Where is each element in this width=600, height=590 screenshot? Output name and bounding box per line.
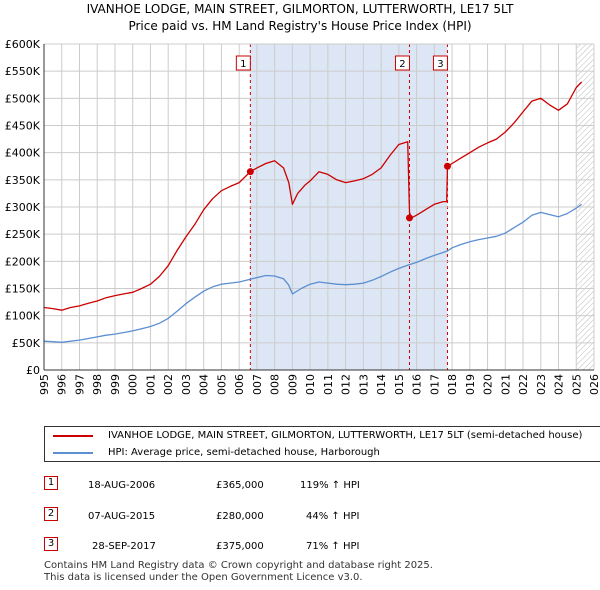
x-tick-label: 1996 <box>56 374 69 396</box>
transaction-date: 18-AUG-2006 <box>88 480 156 491</box>
transaction-hpi: 119% ↑ HPI <box>300 480 360 491</box>
transaction-number: 1 <box>44 476 58 490</box>
x-tick-label: 2025 <box>570 374 583 396</box>
x-tick-label: 2022 <box>517 374 530 396</box>
x-tick-label: 2026 <box>588 374 600 396</box>
transaction-point <box>246 168 254 176</box>
x-tick-label: 2001 <box>144 374 157 396</box>
footer: Contains HM Land Registry data © Crown c… <box>44 560 433 584</box>
x-tick-label: 2005 <box>215 374 228 396</box>
y-tick-label: £300K <box>5 201 41 214</box>
y-tick-label: £0 <box>26 364 40 377</box>
transaction-hpi: 44% ↑ HPI <box>306 511 360 522</box>
y-tick-label: £200K <box>5 255 41 268</box>
transaction-date: 28-SEP-2017 <box>92 541 156 552</box>
y-tick-label: £500K <box>5 92 41 105</box>
y-tick-label: £100K <box>5 310 41 323</box>
legend-swatch-property <box>53 435 93 437</box>
x-tick-label: 2013 <box>357 374 370 396</box>
y-tick-label: £350K <box>5 174 41 187</box>
transaction-label-box <box>235 55 251 71</box>
x-tick-label: 2019 <box>464 374 477 396</box>
x-tick-label: 2020 <box>482 374 495 396</box>
x-tick-label: 2008 <box>269 374 282 396</box>
y-tick-label: £250K <box>5 228 41 241</box>
x-tick-label: 2014 <box>375 374 388 396</box>
y-tick-label: £600K <box>5 38 41 51</box>
x-tick-label: 2024 <box>553 374 566 396</box>
chart-title: IVANHOE LODGE, MAIN STREET, GILMORTON, L… <box>86 2 514 16</box>
transaction-hpi: 71% ↑ HPI <box>306 541 360 552</box>
x-tick-label: 2010 <box>304 374 317 396</box>
x-tick-label: 2015 <box>393 374 406 396</box>
transaction-label: 1 <box>240 59 246 70</box>
transaction-label: 3 <box>437 59 443 70</box>
x-tick-label: 2000 <box>127 374 140 396</box>
transaction-price: £375,000 <box>216 541 264 552</box>
transaction-point <box>443 162 451 170</box>
x-tick-label: 2016 <box>411 374 424 396</box>
transaction-label: 2 <box>399 59 405 70</box>
transaction-number: 3 <box>44 537 58 551</box>
chart-subtitle: Price paid vs. HM Land Registry's House … <box>128 19 472 33</box>
legend-label-property: IVANHOE LODGE, MAIN STREET, GILMORTON, L… <box>108 430 583 441</box>
y-tick-label: £450K <box>5 120 41 133</box>
x-tick-label: 1995 <box>38 374 51 396</box>
y-tick-label: £150K <box>5 283 41 296</box>
transaction-number: 2 <box>44 507 58 521</box>
transaction-price: £365,000 <box>216 480 264 491</box>
legend-swatch-hpi <box>53 452 93 454</box>
y-tick-label: £50K <box>12 337 41 350</box>
hpi-line <box>43 203 582 343</box>
legend-label-hpi: HPI: Average price, semi-detached house,… <box>108 447 380 458</box>
x-tick-label: 2003 <box>180 374 193 396</box>
x-tick-label: 2007 <box>251 374 264 396</box>
x-tick-label: 2009 <box>286 374 299 396</box>
y-tick-label: £550K <box>5 65 41 78</box>
transaction-price: £280,000 <box>216 511 264 522</box>
property-price-line <box>43 81 583 311</box>
x-tick-label: 2023 <box>535 374 548 396</box>
x-tick-label: 2006 <box>233 374 246 396</box>
transaction-date: 07-AUG-2015 <box>88 511 156 522</box>
transaction-label-box <box>394 55 410 71</box>
transaction-point <box>405 214 413 222</box>
x-tick-label: 1998 <box>91 374 104 396</box>
x-tick-label: 2002 <box>162 374 175 396</box>
footer-license: This data is licensed under the Open Gov… <box>44 572 363 583</box>
price-chart: 1 2 3 £0 £50K £100K £150K £200K £250K £300K £350K… <box>5 38 600 396</box>
footer-copyright: Contains HM Land Registry data © Crown c… <box>44 560 433 571</box>
x-tick-label: 2017 <box>428 374 441 396</box>
x-tick-label: 2004 <box>198 374 211 396</box>
legend: IVANHOE LODGE, MAIN STREET, GILMORTON, L… <box>44 426 600 462</box>
x-tick-label: 2011 <box>322 374 335 396</box>
transaction-label-box <box>432 55 448 71</box>
x-tick-label: 2021 <box>499 374 512 396</box>
x-tick-label: 2012 <box>340 374 353 396</box>
x-tick-label: 2018 <box>446 374 459 396</box>
x-tick-label: 1997 <box>73 374 86 396</box>
y-tick-label: £400K <box>5 147 41 160</box>
x-tick-label: 1999 <box>109 374 122 396</box>
